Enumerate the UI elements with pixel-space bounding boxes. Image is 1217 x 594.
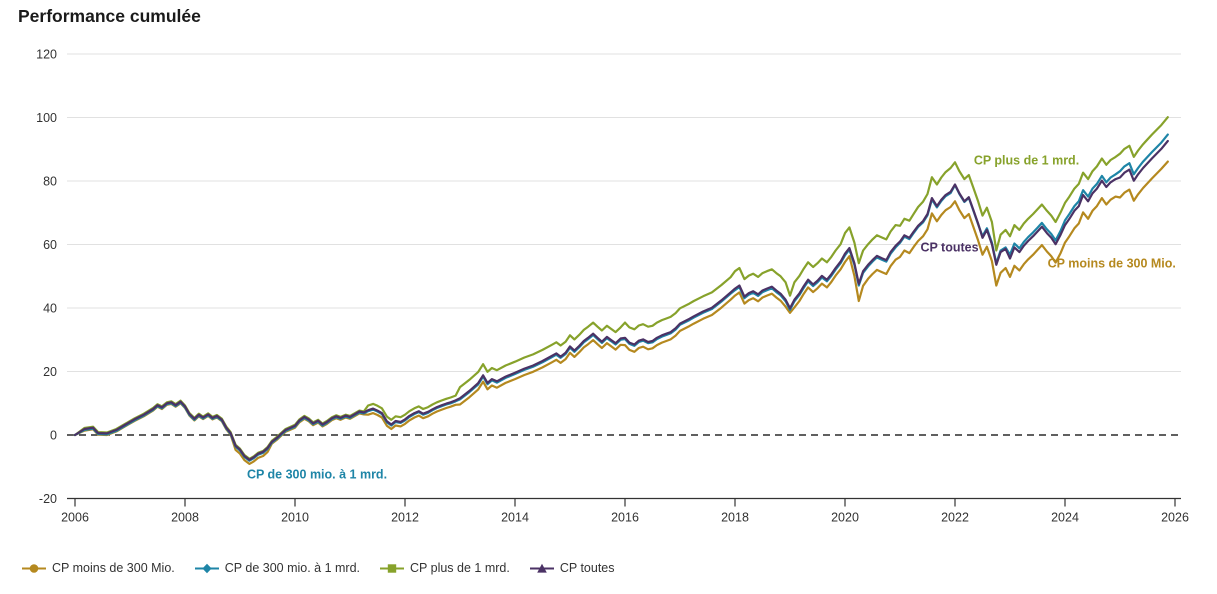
x-axis-tick-label: 2020: [831, 511, 859, 525]
legend-marker-triangle-icon: [529, 563, 554, 573]
x-axis-tick-label: 2026: [1161, 511, 1189, 525]
legend-item-moins300[interactable]: CP moins de 300 Mio.: [22, 561, 175, 575]
legend-item-plus1mrd[interactable]: CP plus de 1 mrd.: [380, 561, 510, 575]
chart-legend: CP moins de 300 Mio. CP de 300 mio. à 1 m…: [22, 561, 615, 575]
legend-marker-square-icon: [380, 563, 405, 573]
series-line-plus1mrd: [73, 116, 1169, 460]
legend-label: CP moins de 300 Mio.: [52, 561, 175, 575]
x-axis-tick-label: 2008: [171, 511, 199, 525]
series-annotation-plus1mrd: CP plus de 1 mrd.: [974, 153, 1079, 167]
legend-item-de300a1[interactable]: CP de 300 mio. à 1 mrd.: [194, 561, 361, 575]
y-axis-tick-label: 80: [43, 175, 57, 189]
y-axis-tick-label: 0: [50, 429, 57, 443]
y-axis-tick-label: 60: [43, 238, 57, 252]
y-axis-tick-label: 20: [43, 365, 57, 379]
x-axis-tick-label: 2012: [391, 511, 419, 525]
y-axis-tick-label: 120: [36, 48, 57, 62]
series-line-toutes: [73, 139, 1169, 461]
legend-marker-circle-icon: [22, 563, 46, 573]
legend-label: CP toutes: [559, 561, 615, 575]
chart-title: Performance cumulée: [18, 6, 201, 26]
legend-label: CP de 300 mio. à 1 mrd.: [224, 561, 361, 575]
x-axis-tick-label: 2014: [501, 511, 529, 525]
y-axis-tick-label: 40: [43, 302, 57, 316]
x-axis-tick-label: 2024: [1051, 511, 1079, 525]
series-annotation-toutes: CP toutes: [920, 241, 978, 255]
legend-label: CP plus de 1 mrd.: [410, 561, 510, 575]
y-axis-tick-label: -20: [39, 492, 57, 506]
y-axis-tick-label: 100: [36, 111, 57, 125]
x-axis-tick-label: 2006: [61, 511, 89, 525]
x-axis-tick-label: 2016: [611, 511, 639, 525]
x-axis-tick-label: 2010: [281, 511, 309, 525]
series-annotation-de300a1: CP de 300 mio. à 1 mrd.: [247, 468, 387, 482]
series-line-de300a1: [73, 133, 1169, 462]
series-annotation-moins300: CP moins de 300 Mio.: [1048, 257, 1176, 271]
x-axis-tick-label: 2022: [941, 511, 969, 525]
legend-item-toutes[interactable]: CP toutes: [529, 561, 615, 575]
series-line-moins300: [73, 160, 1169, 465]
x-axis-tick-label: 2018: [721, 511, 749, 525]
legend-marker-diamond-icon: [194, 563, 219, 573]
